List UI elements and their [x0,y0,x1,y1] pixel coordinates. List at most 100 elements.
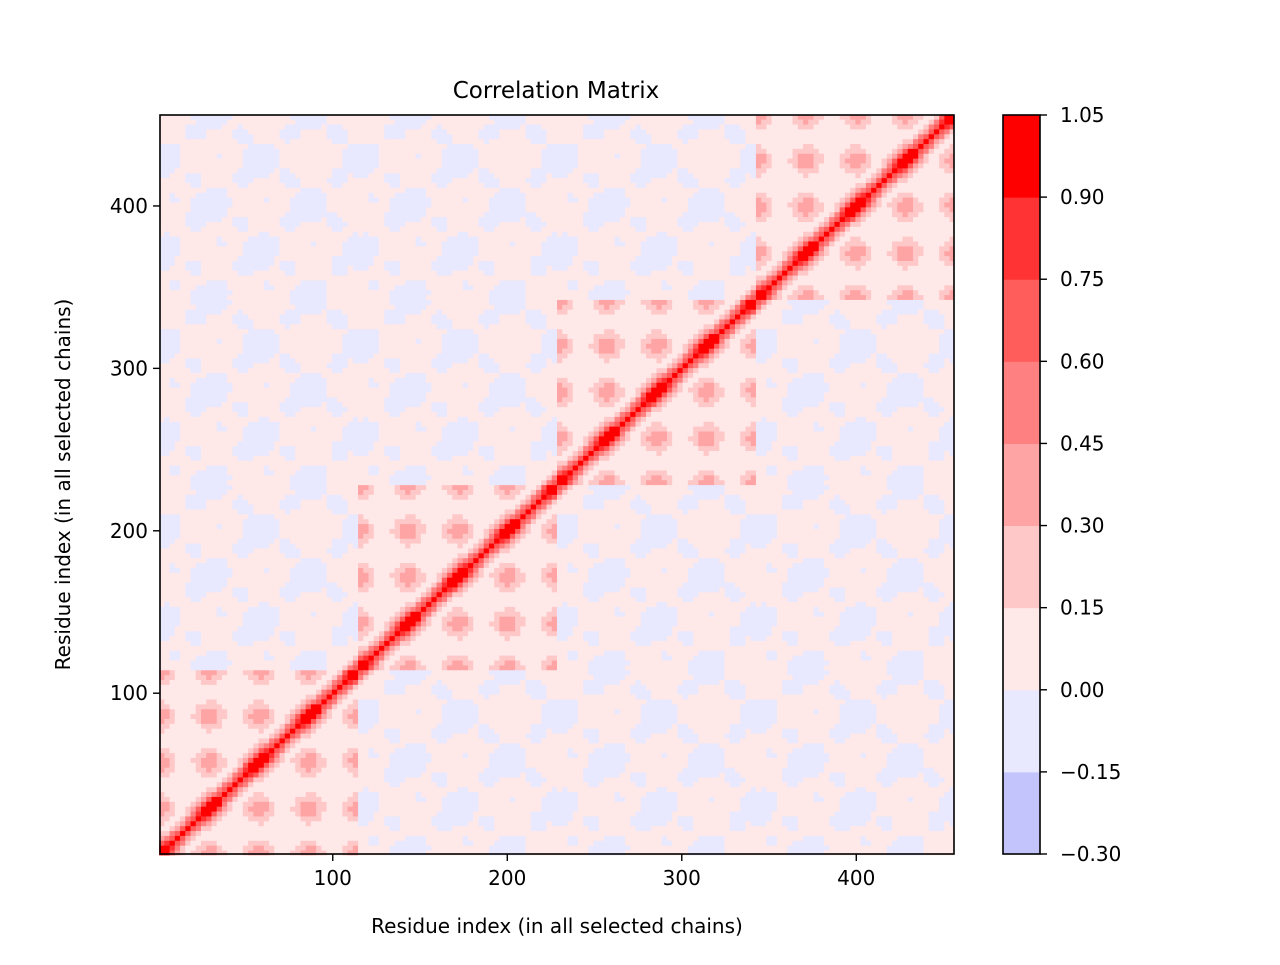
heatmap-cell [242,674,249,680]
heatmap-cell [269,318,275,325]
heatmap-cell [174,791,181,797]
heatmap-cell [321,231,328,237]
heatmap-cell [263,542,270,549]
heatmap-cell [300,416,307,422]
heatmap-cell [232,767,239,773]
heatmap-cell [295,825,302,832]
heatmap-cell [310,182,317,188]
heatmap-cell [227,737,234,744]
heatmap-cell [221,216,228,222]
heatmap-cell [216,289,223,296]
heatmap-cell [279,591,286,598]
heatmap-cell [174,830,181,836]
heatmap-cell [300,391,307,398]
heatmap-cell [190,664,197,671]
heatmap-cell [180,752,186,758]
heatmap-cell [169,265,176,271]
heatmap-cell [305,465,312,471]
heatmap-cell [185,465,192,471]
heatmap-cell [195,552,202,559]
heatmap-cell [295,567,302,573]
heatmap-cell [216,835,223,841]
heatmap-cell [221,231,228,237]
heatmap-cell [221,781,228,788]
heatmap-cell [169,382,176,388]
heatmap-cell [248,562,254,568]
heatmap-cell [195,426,202,432]
heatmap-cell [201,348,207,354]
heatmap-cell [316,450,323,456]
heatmap-cell [290,659,296,666]
heatmap-cell [195,830,202,836]
heatmap-cell [164,742,171,749]
heatmap-cell [180,138,186,145]
heatmap-cell [310,201,317,208]
heatmap-cell [295,679,302,685]
heatmap-cell [295,255,302,261]
heatmap-cell [221,343,228,349]
heatmap-cell [263,815,270,822]
heatmap-cell [316,523,323,529]
heatmap-cell [248,698,254,705]
heatmap-cell [305,406,312,413]
heatmap-cell [305,567,312,573]
heatmap-cell [295,557,302,564]
heatmap-cell [248,606,254,612]
heatmap-cell [185,703,192,710]
heatmap-cell [305,796,312,802]
heatmap-cell [290,201,296,208]
heatmap-cell [169,733,176,739]
heatmap-cell [180,440,186,447]
heatmap-cell [321,460,328,466]
heatmap-cell [326,343,333,349]
heatmap-cell [300,352,307,359]
heatmap-cell [185,309,192,315]
heatmap-cell [164,119,171,125]
heatmap-cell [248,791,254,797]
heatmap-cell [284,377,291,383]
heatmap-cell [305,723,312,729]
heatmap-cell [237,206,244,213]
heatmap-cell [232,216,239,222]
heatmap-cell [274,596,281,603]
heatmap-cell [211,240,218,247]
heatmap-cell [216,552,223,559]
heatmap-cell [169,806,176,812]
heatmap-cell [321,752,328,758]
heatmap-cell [305,616,312,622]
heatmap-cell [174,211,181,218]
heatmap-cell [316,133,323,140]
heatmap-cell [295,435,302,442]
heatmap-cell [248,577,254,583]
heatmap-cell [221,528,228,534]
heatmap-cell [310,162,317,169]
heatmap-cell [232,825,239,832]
heatmap-cell [326,747,333,754]
heatmap-cell [180,771,186,778]
heatmap-cell [164,810,171,817]
heatmap-cell [237,411,244,417]
heatmap-cell [321,650,328,656]
heatmap-cell [284,435,291,442]
heatmap-cell [195,382,202,388]
heatmap-cell [201,801,207,807]
heatmap-cell [263,801,270,807]
heatmap-cell [248,260,254,266]
heatmap-cell [180,240,186,247]
heatmap-cell [258,684,265,690]
heatmap-cell [321,430,328,437]
heatmap-cell [190,737,197,744]
heatmap-cell [201,123,207,130]
heatmap-cell [263,309,270,315]
heatmap-cell [321,810,328,817]
heatmap-cell [310,172,317,179]
heatmap-cell [232,323,239,330]
heatmap-cell [237,494,244,500]
heatmap-cell [258,133,265,140]
heatmap-cell [248,523,254,529]
heatmap-cell [310,557,317,564]
heatmap-cell [180,601,186,607]
heatmap-cell [195,153,202,159]
heatmap-cell [248,757,254,763]
heatmap-cell [185,547,192,554]
